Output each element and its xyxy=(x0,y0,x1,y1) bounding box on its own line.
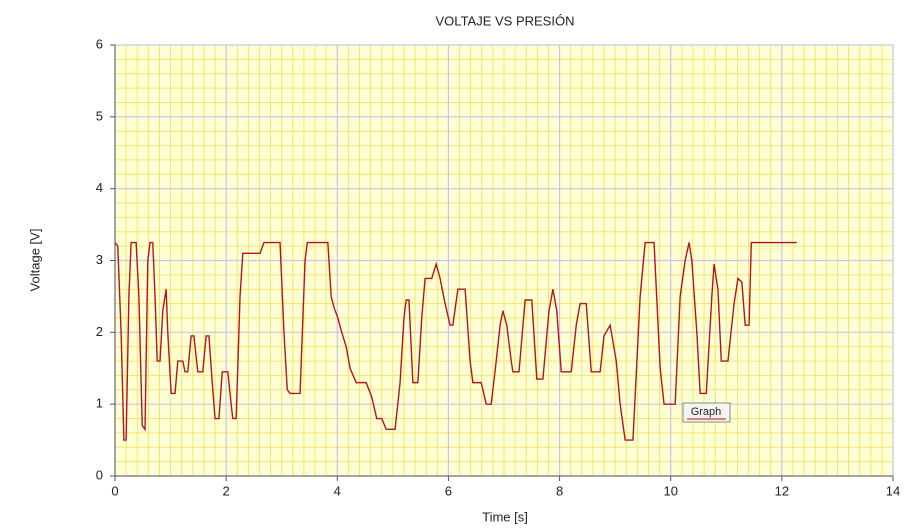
y-axis-label: Voltage [V] xyxy=(27,229,42,292)
y-tick-label: 5 xyxy=(96,108,103,123)
y-tick-label: 2 xyxy=(96,324,103,339)
x-tick-label: 10 xyxy=(663,483,677,498)
legend-label: Graph xyxy=(691,406,722,418)
y-tick-label: 0 xyxy=(96,467,103,482)
x-tick-label: 12 xyxy=(775,483,789,498)
legend-item: Graph xyxy=(682,402,731,423)
x-tick-label: 6 xyxy=(445,483,452,498)
x-tick-label: 2 xyxy=(223,483,230,498)
x-tick-label: 14 xyxy=(886,483,900,498)
y-tick-label: 6 xyxy=(96,36,103,51)
x-tick-label: 8 xyxy=(556,483,563,498)
legend-box xyxy=(682,402,731,423)
data-line xyxy=(114,241,797,441)
x-axis-label: Time [s] xyxy=(482,509,528,524)
y-tick-label: 3 xyxy=(96,252,103,267)
y-tick-label: 1 xyxy=(96,396,103,411)
x-tick-label: 4 xyxy=(334,483,341,498)
chart-title: VOLTAJE VS PRESIÓN xyxy=(436,13,575,28)
x-tick-label: 0 xyxy=(111,483,118,498)
y-tick-label: 4 xyxy=(96,180,103,195)
